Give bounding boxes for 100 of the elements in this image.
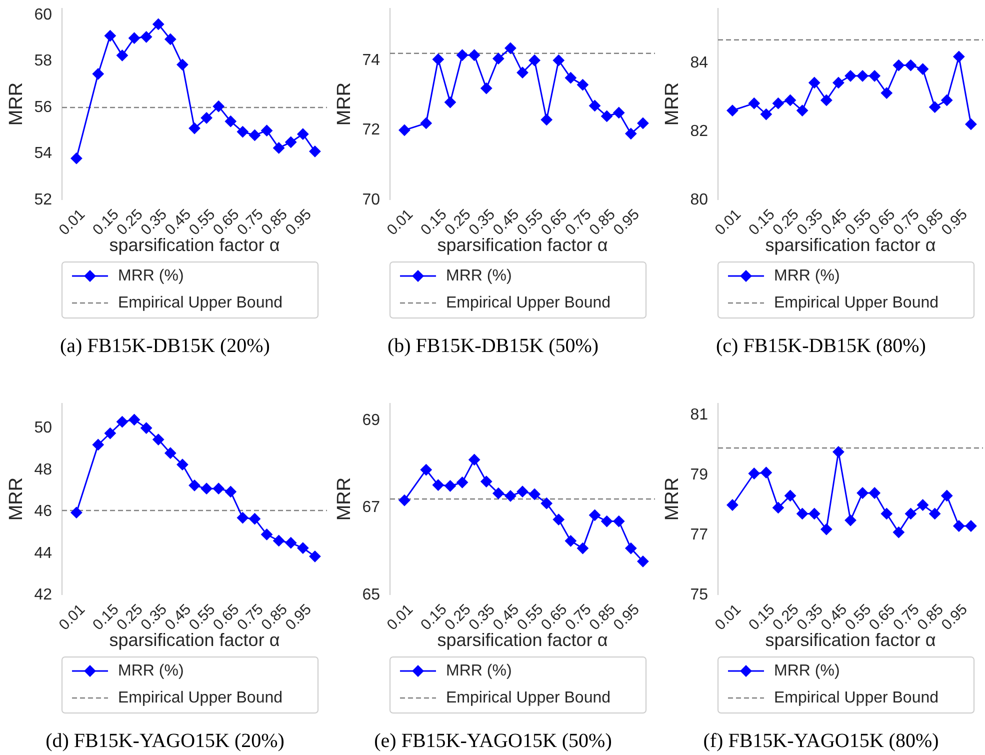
legend-label: Empirical Upper Bound	[118, 690, 283, 706]
point	[892, 59, 905, 72]
point	[726, 104, 738, 116]
x-axis-title: sparsification factor α	[765, 630, 936, 650]
point	[576, 542, 589, 554]
point	[70, 152, 82, 164]
point	[164, 33, 176, 46]
point	[152, 18, 164, 30]
point	[637, 555, 649, 568]
point	[856, 487, 868, 499]
y-axis-title: MRR	[6, 82, 27, 126]
text: (f) FB15K-YAGO15K (80%)	[703, 730, 939, 752]
point	[398, 124, 410, 136]
x-axis-title: sparsification factor α	[437, 630, 608, 650]
point	[760, 466, 772, 479]
x-tick-label: 0.01	[712, 206, 744, 239]
y-tick-label: 82	[690, 122, 708, 140]
point	[212, 482, 225, 495]
point	[796, 104, 808, 116]
point	[504, 490, 516, 502]
point	[296, 542, 309, 554]
point	[832, 76, 844, 89]
point	[624, 128, 637, 140]
point	[928, 508, 941, 520]
point	[468, 454, 480, 466]
y-tick-label: 56	[34, 98, 52, 116]
point	[748, 97, 760, 110]
point	[176, 58, 188, 71]
y-tick-label: 50	[34, 420, 52, 437]
y-tick-label: 77	[690, 526, 708, 544]
point	[200, 482, 212, 495]
point	[868, 487, 881, 499]
x-axis-title: sparsification factor α	[109, 630, 280, 650]
point	[456, 476, 468, 488]
point	[420, 117, 432, 130]
point	[92, 68, 104, 80]
point	[540, 114, 553, 126]
legend-label: MRR (%)	[118, 662, 184, 680]
point	[820, 94, 832, 106]
point	[892, 526, 905, 538]
point	[940, 490, 953, 502]
point	[309, 550, 321, 562]
point	[600, 110, 613, 122]
point	[116, 416, 128, 428]
y-tick-label: 84	[690, 54, 708, 72]
y-axis-title: MRR	[334, 82, 355, 126]
point	[856, 70, 868, 82]
point	[224, 115, 237, 128]
text: (e) FB15K-YAGO15K (50%)	[374, 730, 612, 752]
point	[272, 142, 285, 154]
point	[928, 101, 941, 114]
point	[952, 520, 965, 532]
point	[140, 30, 152, 43]
point	[528, 488, 540, 500]
point	[796, 508, 808, 520]
point	[260, 528, 273, 540]
point	[880, 508, 893, 520]
y-tick-label: 54	[34, 145, 52, 162]
legend-label: Empirical Upper Bound	[774, 294, 939, 312]
point	[760, 108, 772, 120]
point	[612, 106, 625, 119]
y-axis-title: MRR	[334, 477, 355, 521]
y-tick-label: 48	[34, 461, 52, 478]
point	[236, 126, 249, 138]
point	[164, 447, 176, 460]
point	[588, 100, 601, 112]
y-axis-title: MRR	[6, 477, 27, 521]
y-tick-label: 72	[362, 122, 380, 139]
point	[128, 414, 140, 426]
legend-label: Empirical Upper Bound	[446, 690, 611, 706]
point	[844, 70, 856, 82]
point	[309, 145, 321, 158]
point	[564, 534, 577, 547]
point	[808, 508, 820, 520]
x-tick-label: 0.01	[56, 600, 88, 634]
point	[480, 82, 492, 94]
point	[844, 514, 856, 526]
legend-label: MRR (%)	[118, 268, 184, 284]
point	[444, 96, 456, 108]
legend-label: Empirical Upper Bound	[774, 690, 939, 706]
point	[600, 515, 613, 528]
legend-label: Empirical Upper Bound	[446, 294, 611, 312]
text: (d) FB15K-YAGO15K (20%)	[46, 730, 284, 752]
point	[612, 515, 625, 528]
point	[904, 508, 917, 520]
y-tick-label: 74	[362, 52, 380, 69]
y-axis-title: MRR	[662, 477, 683, 521]
y-tick-label: 81	[690, 406, 708, 424]
point	[128, 32, 140, 44]
y-tick-label: 80	[690, 192, 708, 208]
point	[248, 512, 261, 525]
point	[588, 509, 601, 522]
point	[904, 59, 917, 72]
y-tick-label: 44	[34, 544, 52, 562]
x-axis-title: sparsification factor α	[437, 235, 608, 255]
point	[916, 499, 929, 511]
point	[236, 512, 249, 524]
x-tick-label: 0.01	[56, 206, 88, 239]
point	[200, 112, 212, 124]
point	[212, 100, 225, 112]
